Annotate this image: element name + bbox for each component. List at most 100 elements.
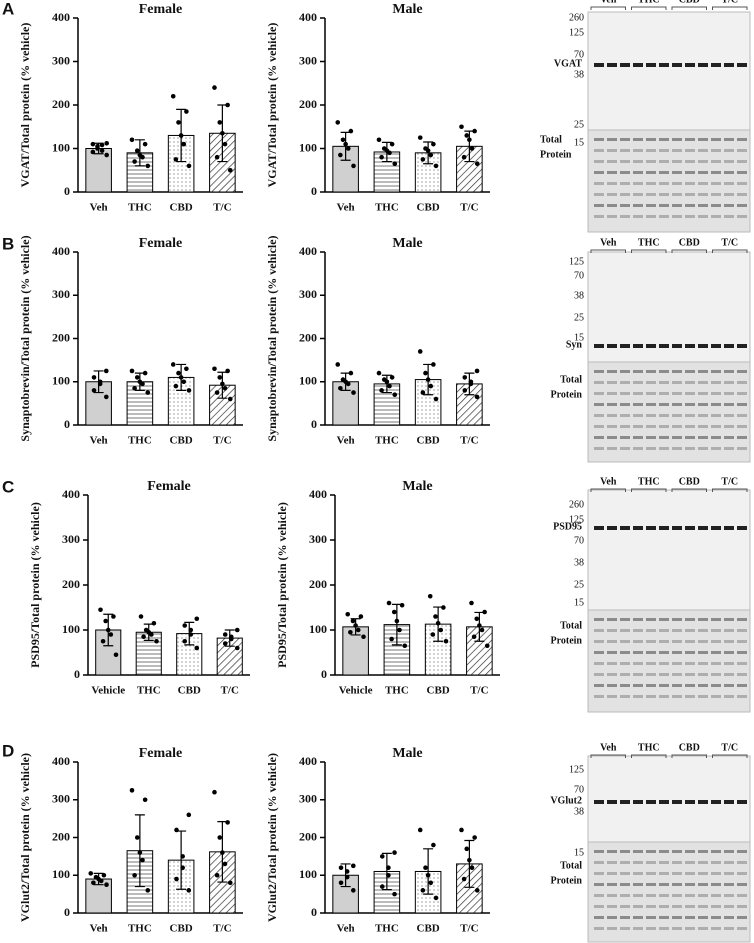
x-tick-label: THC <box>375 202 399 214</box>
lane-bracket <box>712 6 748 10</box>
protein-band <box>737 662 747 665</box>
protein-band <box>711 160 721 163</box>
data-point <box>479 627 485 633</box>
protein-band <box>646 850 656 853</box>
protein-band <box>711 436 721 439</box>
protein-band <box>737 872 747 875</box>
protein-band <box>659 138 669 141</box>
protein-band <box>633 684 643 687</box>
data-point <box>474 161 480 167</box>
data-point <box>132 159 137 164</box>
protein-band <box>724 193 734 196</box>
data-point <box>389 636 394 642</box>
protein-band <box>672 403 682 406</box>
data-point <box>459 124 464 130</box>
protein-band <box>724 629 734 632</box>
protein-band <box>633 883 643 886</box>
protein-band <box>685 695 695 698</box>
data-point <box>178 133 184 138</box>
protein-band <box>724 149 734 152</box>
data-point <box>433 895 439 901</box>
data-point <box>472 835 477 840</box>
protein-band <box>737 204 747 207</box>
lane-bracket <box>590 754 626 758</box>
protein-band <box>594 436 604 439</box>
protein-band <box>685 215 695 218</box>
data-point <box>428 152 434 158</box>
lane-bracket <box>590 249 626 253</box>
protein-band <box>620 425 630 428</box>
y-tick-label: 200 <box>299 97 317 111</box>
protein-band <box>672 894 682 897</box>
y-tick-label: 100 <box>52 374 70 388</box>
lane-label: THC <box>638 0 660 5</box>
protein-band <box>672 149 682 152</box>
protein-band <box>659 872 669 875</box>
protein-band <box>685 193 695 196</box>
y-tick-label: 100 <box>299 140 317 154</box>
protein-band <box>633 872 643 875</box>
x-tick-label: Veh <box>90 435 108 447</box>
protein-band <box>698 392 708 395</box>
data-point <box>459 827 464 833</box>
protein-band <box>633 403 643 406</box>
protein-band <box>724 392 734 395</box>
data-point <box>462 388 468 393</box>
target-band <box>672 63 682 67</box>
protein-band <box>633 629 643 632</box>
protein-band <box>620 850 630 853</box>
data-point <box>474 888 480 893</box>
protein-band <box>594 662 604 665</box>
data-point <box>423 146 428 151</box>
y-tick-label: 0 <box>64 905 70 919</box>
protein-band <box>711 629 721 632</box>
protein-band <box>672 138 682 141</box>
protein-band <box>672 392 682 395</box>
data-point <box>425 377 431 382</box>
protein-band <box>724 861 734 864</box>
x-tick-label: CBD <box>170 435 193 447</box>
data-point <box>386 865 391 870</box>
y-axis-label: VGAT/Total protein (% vehicle) <box>265 23 279 188</box>
protein-band <box>685 392 695 395</box>
y-tick-label: 400 <box>299 754 317 768</box>
protein-band <box>737 370 747 373</box>
protein-band <box>711 894 721 897</box>
data-point <box>433 396 439 402</box>
protein-band <box>646 673 656 676</box>
chart-title: Female <box>139 746 183 761</box>
protein-band <box>698 414 708 417</box>
y-tick-label: 200 <box>299 330 317 344</box>
x-tick-label: Vehicle <box>91 685 125 697</box>
protein-band <box>659 695 669 698</box>
protein-band <box>646 171 656 174</box>
data-point <box>344 874 350 880</box>
data-point <box>104 152 109 158</box>
chart-title: Female <box>139 236 183 251</box>
protein-band <box>659 436 669 439</box>
data-point <box>430 632 436 637</box>
protein-band <box>724 447 734 450</box>
data-point <box>389 375 395 380</box>
target-band <box>594 800 604 804</box>
data-point <box>435 620 441 626</box>
protein-band <box>724 215 734 218</box>
data-point <box>103 394 109 400</box>
data-point <box>212 789 217 795</box>
protein-band <box>633 662 643 665</box>
blot-image <box>587 11 751 131</box>
data-point <box>431 842 436 848</box>
y-tick-label: 400 <box>309 487 327 501</box>
x-tick-label: T/C <box>460 435 478 447</box>
y-tick-label: 300 <box>299 287 317 301</box>
protein-band <box>698 403 708 406</box>
protein-band <box>607 850 617 853</box>
x-tick-label: THC <box>375 923 399 935</box>
data-point <box>225 102 230 108</box>
protein-band <box>594 651 604 654</box>
protein-band <box>659 447 669 450</box>
data-point <box>178 375 184 380</box>
protein-band <box>724 160 734 163</box>
data-point <box>225 820 230 825</box>
